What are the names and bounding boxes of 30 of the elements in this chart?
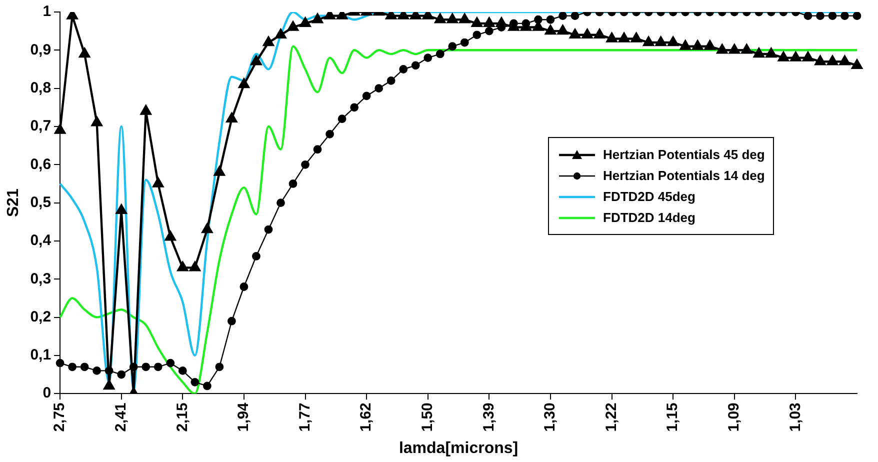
x-tick-label: 1,30 <box>542 402 559 432</box>
x-tick-label: 1,62 <box>358 402 375 432</box>
x-tick-label: 2,75 <box>51 402 68 432</box>
legend-label: FDTD2D 14deg <box>603 210 696 225</box>
x-tick-label: 1,50 <box>419 402 436 432</box>
y-tick-label: 0,2 <box>30 308 52 326</box>
y-axis-title: S21 <box>5 188 22 218</box>
x-tick-label: 2,15 <box>174 402 191 432</box>
legend-label: Hertzian Potentials 14 deg <box>603 168 765 183</box>
legend-label: FDTD2D 45deg <box>603 189 696 204</box>
y-tick-label: 0,7 <box>30 118 52 135</box>
y-tick-label: 0,8 <box>30 79 52 96</box>
y-tick-label: 0,5 <box>30 194 52 211</box>
x-axis-title: lamda[microns] <box>398 440 518 457</box>
y-tick-label: 0,9 <box>30 41 52 58</box>
x-tick-label: 1,77 <box>296 402 314 432</box>
x-tick-label: 1,09 <box>726 402 743 432</box>
y-tick-label: 0,4 <box>30 232 52 250</box>
x-tick-label: 1,94 <box>235 402 252 432</box>
x-tick-label: 1,03 <box>786 402 804 432</box>
x-tick-label: 1,15 <box>664 402 682 432</box>
y-tick-label: 1 <box>42 3 52 20</box>
x-tick-label: 1,39 <box>480 402 498 432</box>
legend-label: Hertzian Potentials 45 deg <box>603 147 765 162</box>
y-tick-label: 0 <box>42 384 52 402</box>
y-tick-label: 0,3 <box>30 270 52 288</box>
y-tick-label: 0,6 <box>30 156 52 173</box>
y-tick-label: 0,1 <box>30 346 52 364</box>
x-tick-label: 1,22 <box>602 402 620 432</box>
x-tick-label: 2,41 <box>112 402 130 432</box>
